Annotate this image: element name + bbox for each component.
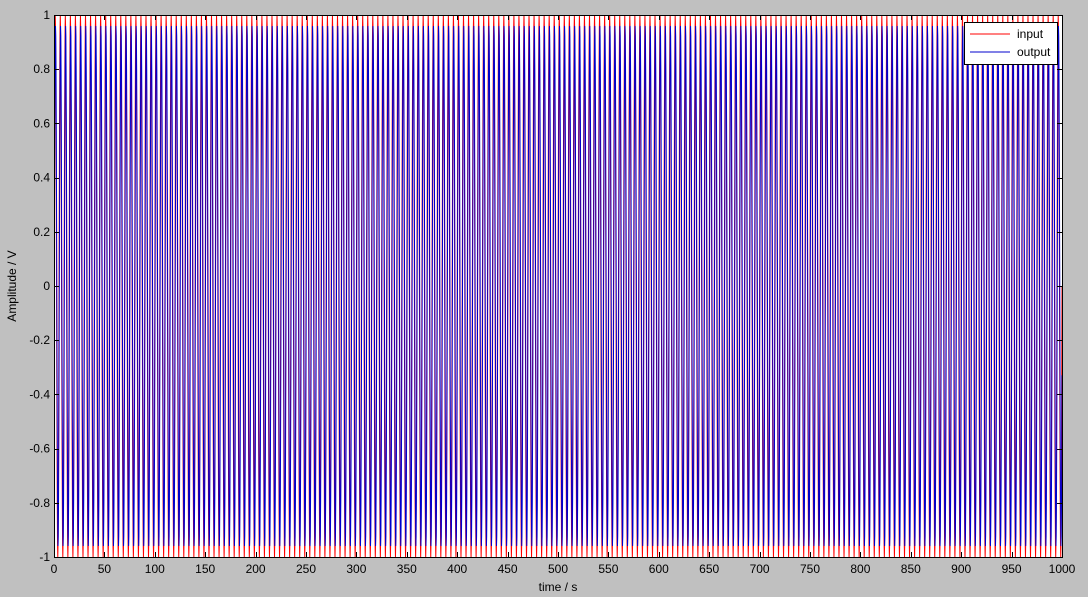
x-tick-label: 350 <box>397 562 417 576</box>
x-axis-label: time / s <box>539 580 578 594</box>
x-tick-label: 500 <box>548 562 568 576</box>
series-line-output <box>54 25 1062 547</box>
x-tick-label: 900 <box>951 562 971 576</box>
y-tick-label: -1 <box>39 550 50 564</box>
y-tick-label: 1 <box>43 8 50 22</box>
x-tick-label: 100 <box>145 562 165 576</box>
x-tick-label: 200 <box>246 562 266 576</box>
x-tick-label: 850 <box>901 562 921 576</box>
legend-entry-output: output <box>1017 45 1051 59</box>
x-tick-label: 600 <box>649 562 669 576</box>
x-tick-label: 0 <box>51 562 58 576</box>
x-axis-ticks: 0 50 100 150 200 250 300 350 400 450 500 550 600 650 7… <box>51 15 1076 576</box>
x-tick-label: 800 <box>850 562 870 576</box>
legend-box <box>964 22 1058 65</box>
x-tick-label: 700 <box>750 562 770 576</box>
x-tick-label: 750 <box>800 562 820 576</box>
x-tick-label: 1000 <box>1049 562 1076 576</box>
x-tick-label: 650 <box>699 562 719 576</box>
y-tick-label: -0.8 <box>29 496 50 510</box>
legend[interactable]: input output <box>964 22 1058 65</box>
y-tick-label: 0.8 <box>33 62 50 76</box>
x-tick-label: 150 <box>195 562 215 576</box>
series-layer <box>54 15 1062 557</box>
x-tick-label: 450 <box>498 562 518 576</box>
x-tick-label: 300 <box>346 562 366 576</box>
y-tick-label: -0.2 <box>29 333 50 347</box>
y-axis-ticks: 1 0.8 0.6 0.4 0.2 0 -0.2 -0.4 -0.6 -0.8 -1 <box>29 8 1062 564</box>
x-tick-label: 50 <box>98 562 112 576</box>
x-tick-label: 400 <box>447 562 467 576</box>
y-tick-label: -0.4 <box>29 387 50 401</box>
x-tick-label: 950 <box>1002 562 1022 576</box>
x-tick-label: 550 <box>598 562 618 576</box>
y-axis-label: Amplitude / V <box>5 250 19 321</box>
y-tick-label: 0.2 <box>33 225 50 239</box>
y-tick-label: -0.6 <box>29 442 50 456</box>
legend-entry-input: input <box>1017 27 1044 41</box>
y-tick-label: 0.4 <box>33 171 50 185</box>
x-tick-label: 250 <box>296 562 316 576</box>
y-tick-label: 0.6 <box>33 116 50 130</box>
y-tick-label: 0 <box>43 279 50 293</box>
